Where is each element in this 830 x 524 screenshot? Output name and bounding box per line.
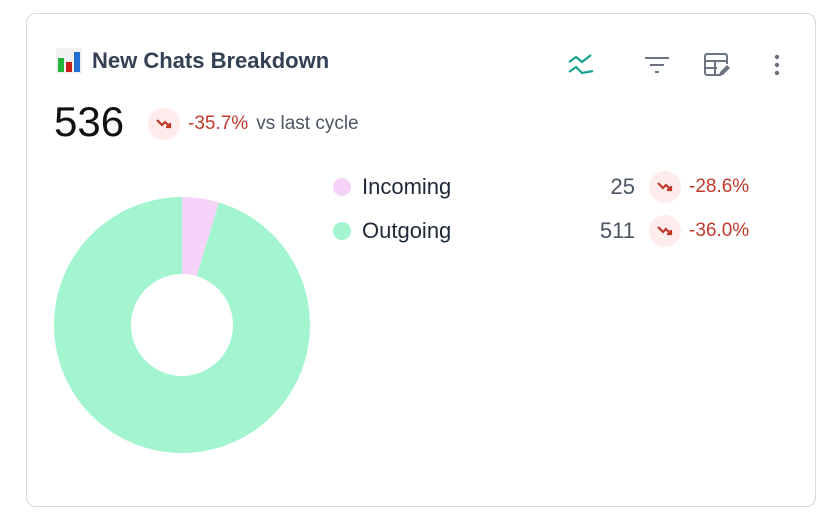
legend-change: -36.0% [689,220,750,241]
more-options-button[interactable] [747,50,807,80]
filter-button[interactable] [627,50,687,80]
edit-table-icon [704,53,730,76]
legend-trend: -36.0% [649,215,749,247]
change-suffix: vs last cycle [256,113,359,134]
edit-table-button[interactable] [687,50,747,80]
total-count: 536 [54,98,125,145]
legend-swatch [333,178,351,196]
donut-slice-outgoing[interactable] [53,197,311,453]
legend-item-outgoing[interactable]: Outgoing 511 -36.0% [333,209,773,253]
widget-toolbar [565,50,807,80]
donut-slice-incoming[interactable] [182,197,219,277]
trending-down-icon [649,171,681,203]
legend-label: Incoming [362,174,452,199]
legend-label: Outgoing [362,218,452,243]
donut-chart [53,197,311,453]
legend-value: 25 [610,174,635,199]
trend-lines-icon [568,54,594,75]
legend-change: -28.6% [689,176,750,197]
widget-title: New Chats Breakdown [92,48,330,73]
widget-header: New Chats Breakdown [56,48,329,74]
legend-item-incoming[interactable]: Incoming 25 -28.6% [333,165,773,209]
legend-value: 511 [599,218,635,243]
chats-breakdown-card [26,13,816,507]
legend: Incoming 25 -28.6% Outgoing 511 -36.0% [333,165,773,253]
trend-lines-button[interactable] [565,50,597,80]
legend-trend: -28.6% [649,171,749,203]
bar-chart-emoji-icon [56,48,82,74]
more-vertical-icon [774,54,780,76]
filter-icon [645,57,669,73]
trending-down-icon [148,108,180,140]
total-trend: -35.7% vs last cycle [148,108,359,140]
trending-down-icon [649,215,681,247]
total-change: -35.7% [188,113,249,134]
legend-swatch [333,222,351,240]
